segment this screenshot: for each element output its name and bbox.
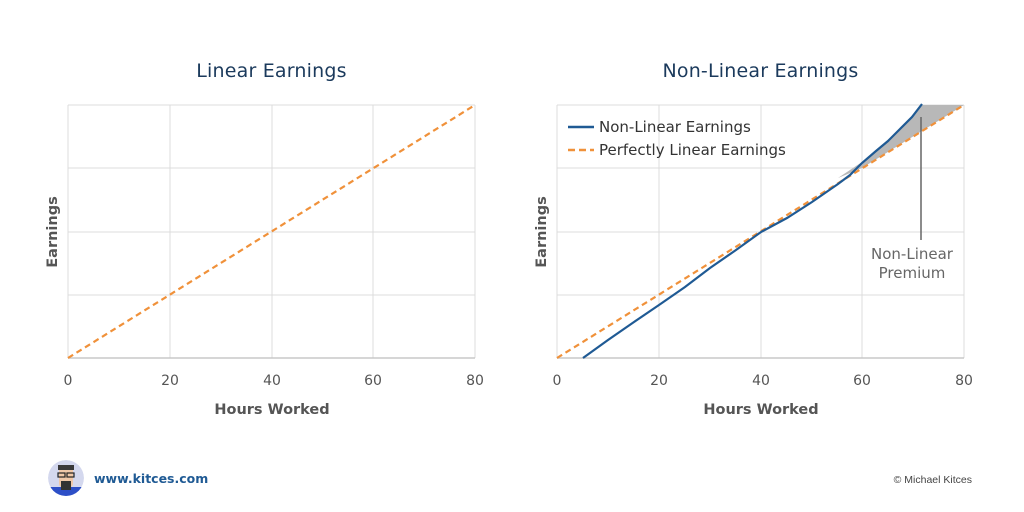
premium-shaded-area bbox=[838, 105, 964, 178]
right-x-ticks: 0 20 40 60 80 bbox=[553, 373, 973, 389]
website-link[interactable]: www.kitces.com bbox=[94, 471, 209, 486]
nonlinear-curve bbox=[582, 103, 923, 359]
right-grid bbox=[556, 104, 965, 358]
tick-40: 40 bbox=[263, 373, 281, 389]
copyright-text: © Michael Kitces bbox=[893, 474, 972, 486]
right-x-label: Hours Worked bbox=[703, 402, 818, 418]
right-y-label: Earnings bbox=[534, 196, 550, 267]
tick-80: 80 bbox=[466, 373, 484, 389]
right-chart: Non-Linear Premium Non-Linear Earnings P… bbox=[534, 103, 973, 418]
premium-label-line1: Non-Linear bbox=[871, 245, 954, 263]
left-x-label: Hours Worked bbox=[214, 402, 329, 418]
left-y-label: Earnings bbox=[45, 196, 61, 267]
left-chart: 0 20 40 60 80 Hours Worked Earnings bbox=[45, 104, 484, 418]
legend: Non-Linear Earnings Perfectly Linear Ear… bbox=[568, 118, 786, 159]
avatar bbox=[48, 460, 84, 496]
tick-20: 20 bbox=[650, 373, 668, 389]
premium-label-line2: Premium bbox=[879, 264, 946, 282]
kitces-avatar-icon bbox=[48, 460, 84, 496]
tick-60: 60 bbox=[853, 373, 871, 389]
left-x-ticks: 0 20 40 60 80 bbox=[64, 373, 484, 389]
tick-40: 40 bbox=[752, 373, 770, 389]
left-chart-title: Linear Earnings bbox=[196, 60, 347, 82]
tick-80: 80 bbox=[955, 373, 973, 389]
right-chart-title: Non-Linear Earnings bbox=[662, 60, 859, 82]
tick-60: 60 bbox=[364, 373, 382, 389]
legend-nonlinear-label: Non-Linear Earnings bbox=[599, 118, 751, 136]
tick-0: 0 bbox=[553, 373, 562, 389]
tick-20: 20 bbox=[161, 373, 179, 389]
tick-0: 0 bbox=[64, 373, 73, 389]
legend-linear-label: Perfectly Linear Earnings bbox=[599, 141, 786, 159]
